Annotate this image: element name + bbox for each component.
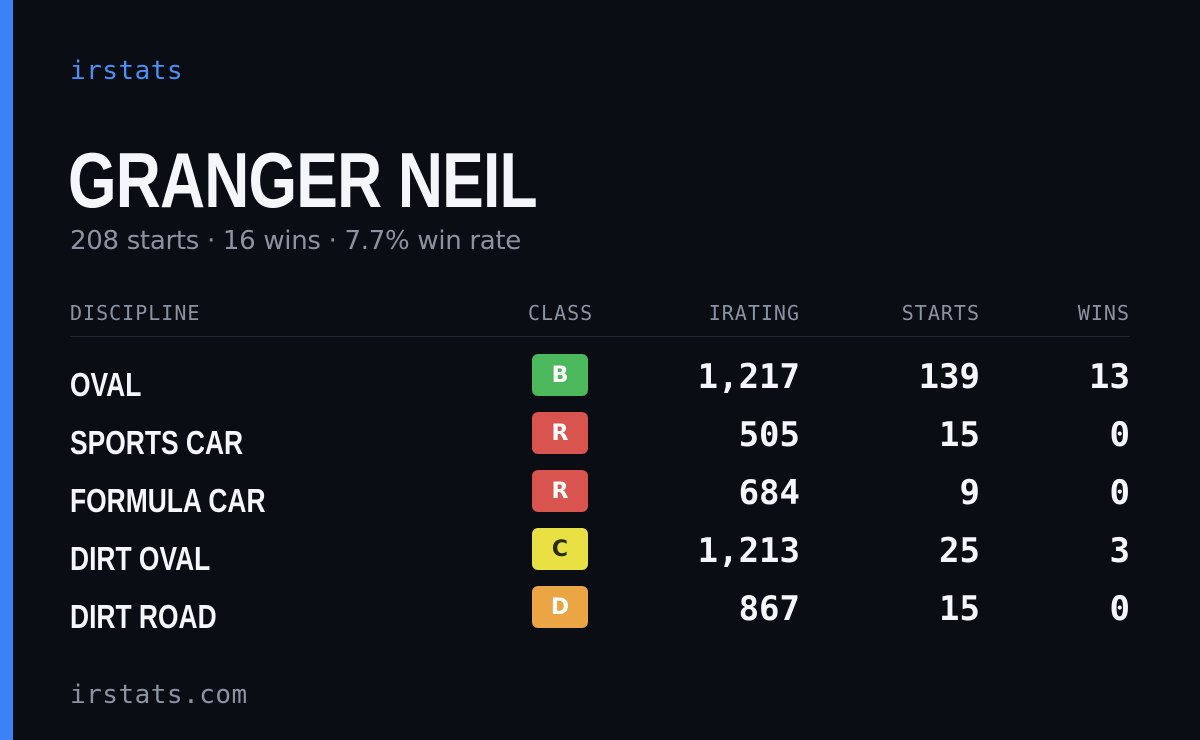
discipline-name: DIRT OVAL — [70, 540, 211, 577]
wins-value: 0 — [1109, 473, 1130, 513]
starts-value: 25 — [939, 531, 980, 571]
column-header-discipline: DISCIPLINE — [70, 301, 201, 325]
discipline-name: OVAL — [70, 366, 142, 403]
wins-value: 3 — [1109, 531, 1130, 571]
driver-name: GRANGER NEIL — [68, 136, 538, 224]
column-header-starts: STARTS — [901, 301, 980, 325]
footer-site-link[interactable]: irstats.com — [70, 680, 248, 710]
irating-value: 867 — [738, 589, 800, 629]
irating-value: 684 — [738, 473, 800, 513]
table-row: FORMULA CAR R 684 9 0 — [70, 466, 1130, 524]
wins-value: 0 — [1109, 589, 1130, 629]
starts-value: 9 — [959, 473, 980, 513]
table-row: DIRT ROAD D 867 15 0 — [70, 582, 1130, 640]
column-header-irating: IRATING — [708, 301, 800, 325]
table-row: SPORTS CAR R 505 15 0 — [70, 408, 1130, 466]
column-header-wins: WINS — [1077, 301, 1130, 325]
license-class-badge: D — [532, 586, 588, 628]
discipline-name: DIRT ROAD — [70, 598, 217, 635]
table-header: DISCIPLINE CLASS IRATING STARTS WINS — [70, 300, 1130, 337]
license-class-badge: C — [532, 528, 588, 570]
license-class-badge: B — [532, 354, 588, 396]
table-row: OVAL B 1,217 139 13 — [70, 350, 1130, 408]
irating-value: 1,213 — [697, 531, 800, 571]
irating-value: 1,217 — [697, 357, 800, 397]
discipline-name: FORMULA CAR — [70, 482, 266, 519]
starts-value: 139 — [918, 357, 980, 397]
brand-logo[interactable]: irstats — [70, 56, 184, 86]
accent-bar — [0, 0, 13, 740]
table-row: DIRT OVAL C 1,213 25 3 — [70, 524, 1130, 582]
driver-summary: 208 starts · 16 wins · 7.7% win rate — [70, 226, 522, 256]
starts-value: 15 — [939, 415, 980, 455]
starts-value: 15 — [939, 589, 980, 629]
irating-value: 505 — [738, 415, 800, 455]
discipline-table: OVAL B 1,217 139 13 SPORTS CAR R 505 15 … — [70, 350, 1130, 640]
wins-value: 13 — [1089, 357, 1130, 397]
column-header-class: CLASS — [528, 301, 594, 325]
license-class-badge: R — [532, 470, 588, 512]
discipline-name: SPORTS CAR — [70, 424, 244, 461]
license-class-badge: R — [532, 412, 588, 454]
wins-value: 0 — [1109, 415, 1130, 455]
